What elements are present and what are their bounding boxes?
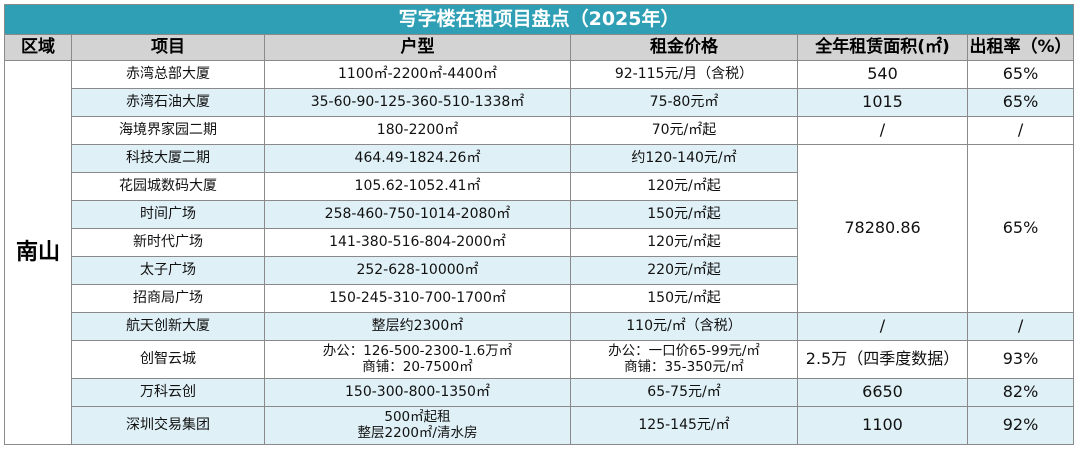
table-row: 创智云城 办公：126-500-2300-1.6万㎡ 商铺：20-7500㎡ 办… (4, 340, 1075, 379)
table-row: 南山 赤湾总部大厦 1100㎡-2200㎡-4400㎡ 92-115元/月（含税… (4, 60, 1075, 445)
unit-cell: 180-2200㎡ (264, 116, 571, 145)
project-cell: 赤湾总部大厦 (71, 60, 265, 89)
rent-cell: 92-115元/月（含税） (570, 60, 798, 89)
project-cell: 海境界家园二期 (71, 116, 265, 145)
rent-line: 商铺：35-350元/㎡ (624, 358, 744, 375)
project-cell: 花园城数码大厦 (71, 172, 265, 201)
merged-rate-cell: 65% (966, 144, 1075, 313)
project-cell: 招商局广场 (71, 284, 265, 313)
rent-cell: 70元/㎡起 (570, 116, 798, 145)
area-cell: / (797, 312, 968, 341)
rent-cell: 约120-140元/㎡ (570, 144, 798, 173)
unit-cell: 141-380-516-804-2000㎡ (264, 228, 571, 257)
table-row: 赤湾石油大厦 35-60-90-125-360-510-1338㎡ 75-80元… (4, 88, 1075, 117)
rent-line: 办公：一口价65-99元/㎡ (608, 342, 760, 359)
rate-cell: 93% (966, 340, 1075, 379)
header-unit-type: 户型 (264, 34, 571, 61)
unit-line: 500㎡起租 (384, 408, 451, 425)
unit-cell: 办公：126-500-2300-1.6万㎡ 商铺：20-7500㎡ (264, 340, 571, 379)
rent-cell: 办公：一口价65-99元/㎡ 商铺：35-350元/㎡ (570, 340, 798, 379)
project-cell: 太子广场 (71, 256, 265, 285)
header-row: 区域 项目 户型 租金价格 全年租赁面积(㎡) 出租率（%） (4, 34, 1075, 61)
table-row: 科技大厦二期 464.49-1824.26㎡ 约120-140元/㎡ 78280… (4, 144, 1075, 313)
title-row: 写字楼在租项目盘点（2025年） (3, 4, 1075, 35)
rate-cell: 65% (966, 60, 1075, 89)
project-cell: 万科云创 (71, 378, 265, 407)
unit-cell: 500㎡起租 整层2200㎡/清水房 (264, 406, 571, 445)
rate-cell: 65% (966, 88, 1075, 117)
table-row: 深圳交易集团 500㎡起租 整层2200㎡/清水房 125-145元/㎡ 110… (4, 406, 1075, 445)
area-cell: 540 (797, 60, 968, 89)
unit-line: 整层2200㎡/清水房 (357, 424, 478, 441)
unit-line: 办公：126-500-2300-1.6万㎡ (322, 342, 513, 359)
table-title: 写字楼在租项目盘点（2025年） (3, 4, 1075, 35)
area-cell: 1015 (797, 88, 968, 117)
area-cell: 6650 (797, 378, 968, 407)
project-cell: 时间广场 (71, 200, 265, 229)
header-rent-price: 租金价格 (570, 34, 798, 61)
rent-cell: 150元/㎡起 (570, 284, 798, 313)
project-cell: 创智云城 (71, 340, 265, 379)
project-cell: 科技大厦二期 (71, 144, 265, 173)
area-cell: 1100 (797, 406, 968, 445)
header-project: 项目 (71, 34, 265, 61)
rent-cell: 150元/㎡起 (570, 200, 798, 229)
rate-cell: 92% (966, 406, 1075, 445)
project-cell: 赤湾石油大厦 (71, 88, 265, 117)
rent-cell: 220元/㎡起 (570, 256, 798, 285)
header-region: 区域 (4, 34, 72, 61)
region-cell: 南山 (4, 60, 72, 445)
unit-cell: 1100㎡-2200㎡-4400㎡ (264, 60, 571, 89)
project-cell: 航天创新大厦 (71, 312, 265, 341)
rent-cell: 120元/㎡起 (570, 228, 798, 257)
unit-cell: 整层约2300㎡ (264, 312, 571, 341)
unit-cell: 464.49-1824.26㎡ (264, 144, 571, 173)
project-cell: 深圳交易集团 (71, 406, 265, 445)
rent-cell: 65-75元/㎡ (570, 378, 798, 407)
rate-cell: 82% (966, 378, 1075, 407)
unit-cell: 150-300-800-1350㎡ (264, 378, 571, 407)
rate-cell: / (966, 312, 1075, 341)
rent-cell: 75-80元㎡ (570, 88, 798, 117)
unit-cell: 252-628-10000㎡ (264, 256, 571, 285)
unit-cell: 150-245-310-700-1700㎡ (264, 284, 571, 313)
table-row: 海境界家园二期 180-2200㎡ 70元/㎡起 / / (4, 116, 1075, 145)
project-cell: 新时代广场 (71, 228, 265, 257)
area-cell: / (797, 116, 968, 145)
merged-area-cell: 78280.86 (797, 144, 968, 313)
rent-cell: 120元/㎡起 (570, 172, 798, 201)
table-row: 航天创新大厦 整层约2300㎡ 110元/㎡（含税） / / (4, 312, 1075, 341)
unit-line: 商铺：20-7500㎡ (362, 358, 473, 375)
table-row: 万科云创 150-300-800-1350㎡ 65-75元/㎡ 6650 82% (4, 378, 1075, 407)
area-cell: 2.5万（四季度数据） (797, 340, 968, 379)
unit-cell: 35-60-90-125-360-510-1338㎡ (264, 88, 571, 117)
rental-table-container: 写字楼在租项目盘点（2025年） 区域 项目 户型 租金价格 全年租赁面积(㎡)… (3, 4, 1075, 445)
rate-cell: / (966, 116, 1075, 145)
rent-cell: 125-145元/㎡ (570, 406, 798, 445)
header-occupancy-rate: 出租率（%） (966, 34, 1075, 61)
unit-cell: 105.62-1052.41㎡ (264, 172, 571, 201)
header-annual-area: 全年租赁面积(㎡) (797, 34, 968, 61)
rental-table: 写字楼在租项目盘点（2025年） 区域 项目 户型 租金价格 全年租赁面积(㎡)… (3, 4, 1075, 445)
unit-cell: 258-460-750-1014-2080㎡ (264, 200, 571, 229)
rent-cell: 110元/㎡（含税） (570, 312, 798, 341)
